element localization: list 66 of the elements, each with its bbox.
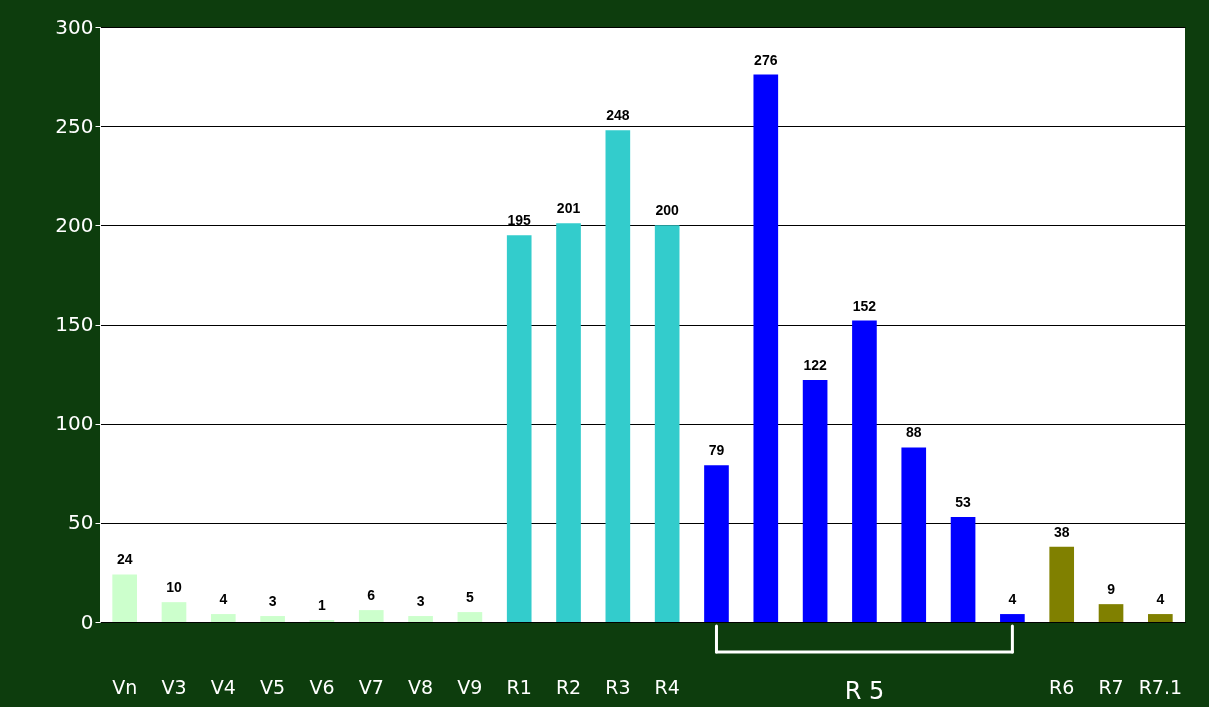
data-label: 3 xyxy=(268,593,277,610)
bar xyxy=(802,380,828,622)
data-label: 88 xyxy=(905,424,922,441)
bar xyxy=(901,447,927,622)
bar xyxy=(1000,614,1025,622)
x-tick-label: V4 xyxy=(210,675,236,698)
x-tick-label: V8 xyxy=(408,675,434,698)
x-tick-label: V9 xyxy=(457,675,483,698)
data-label: 5 xyxy=(465,589,474,606)
data-label: 38 xyxy=(1053,523,1070,540)
x-tick-label: Vn xyxy=(112,675,138,698)
data-label: 152 xyxy=(852,297,877,314)
bar xyxy=(457,612,483,622)
bar xyxy=(950,516,976,622)
bar xyxy=(506,235,532,622)
data-label: 3 xyxy=(416,593,425,610)
bar xyxy=(1098,604,1124,622)
y-tick-label: 300 xyxy=(55,14,94,39)
bar xyxy=(358,610,384,622)
data-label: 79 xyxy=(708,442,725,459)
data-label: 6 xyxy=(367,587,376,604)
bar xyxy=(654,225,680,622)
bar xyxy=(753,74,779,622)
data-label: 1 xyxy=(318,597,327,614)
data-label: 9 xyxy=(1107,581,1116,598)
bar xyxy=(260,616,285,622)
text: R 5 xyxy=(844,677,885,705)
data-label: 276 xyxy=(754,51,778,68)
y-tick-label: 50 xyxy=(68,510,94,535)
x-tick-label: R6 xyxy=(1049,675,1075,698)
x-tick-label: R7.1 xyxy=(1138,675,1183,698)
y-tick-label: 100 xyxy=(55,411,94,436)
y-tick-label: 250 xyxy=(55,113,94,138)
data-label: 4 xyxy=(1156,591,1165,608)
y-tick-label: 200 xyxy=(55,212,94,237)
x-tick-label: R4 xyxy=(654,675,680,698)
bar xyxy=(1049,546,1075,622)
data-label: 195 xyxy=(507,212,532,229)
data-label: 10 xyxy=(166,579,182,596)
data-label: 248 xyxy=(606,107,630,124)
data-label: 24 xyxy=(116,551,133,568)
x-tick-label: R1 xyxy=(506,675,532,698)
bar xyxy=(1148,614,1173,622)
bar xyxy=(852,320,877,622)
bar xyxy=(112,574,137,622)
x-tick-label: V7 xyxy=(358,675,384,698)
y-tick-label: 150 xyxy=(55,312,94,336)
x-tick-label: R2 xyxy=(555,675,582,698)
data-label: 4 xyxy=(219,591,228,608)
bar xyxy=(210,614,236,622)
bar xyxy=(408,616,433,622)
data-label: 53 xyxy=(955,493,972,510)
x-tick-label: V3 xyxy=(161,675,187,698)
bar xyxy=(704,465,729,622)
bar xyxy=(605,130,631,622)
y-tick-label: 0 xyxy=(80,609,94,634)
bar xyxy=(161,602,187,622)
x-tick-label: V6 xyxy=(309,675,335,698)
data-label: 4 xyxy=(1008,591,1017,608)
data-label: 122 xyxy=(803,357,828,374)
data-label: 200 xyxy=(655,202,680,219)
x-tick-label: R3 xyxy=(605,675,631,698)
x-tick-label: V5 xyxy=(260,675,286,698)
x-tick-label: R7 xyxy=(1098,675,1124,698)
data-label: 201 xyxy=(556,200,581,217)
bar xyxy=(556,223,581,622)
